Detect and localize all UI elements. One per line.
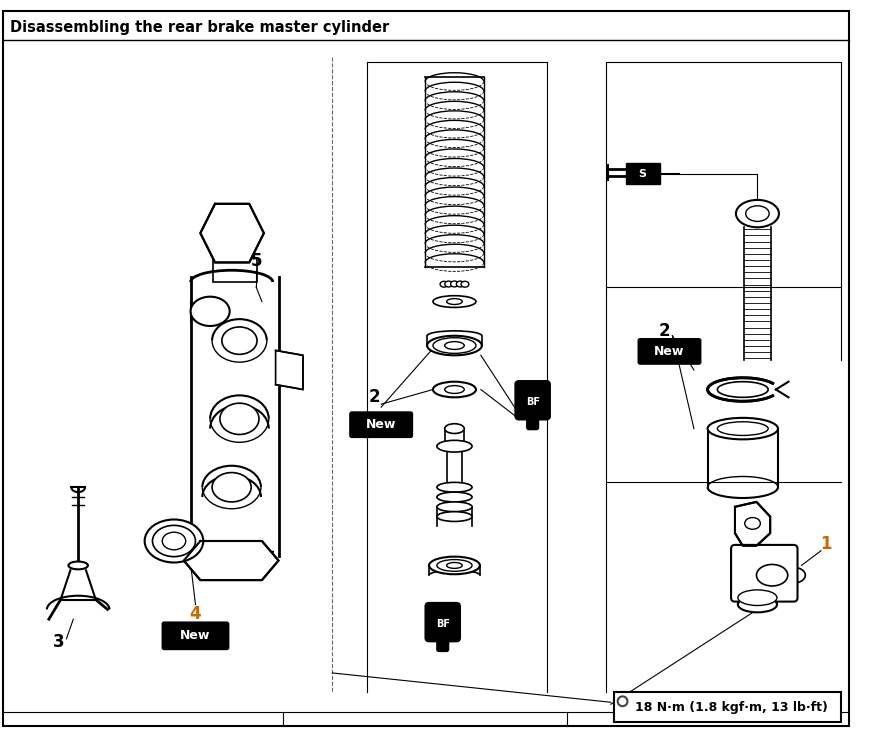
Ellipse shape <box>445 342 464 349</box>
Polygon shape <box>201 204 264 262</box>
Ellipse shape <box>461 282 469 287</box>
Ellipse shape <box>427 336 482 355</box>
FancyBboxPatch shape <box>731 545 798 601</box>
Ellipse shape <box>437 559 472 571</box>
Ellipse shape <box>212 472 251 502</box>
Text: S: S <box>638 169 646 178</box>
Ellipse shape <box>440 282 448 287</box>
FancyBboxPatch shape <box>638 339 701 364</box>
Ellipse shape <box>738 590 777 606</box>
Bar <box>625 163 660 184</box>
Ellipse shape <box>153 525 195 556</box>
Bar <box>614 693 841 722</box>
Ellipse shape <box>437 440 472 452</box>
Ellipse shape <box>718 422 768 436</box>
FancyBboxPatch shape <box>350 412 412 437</box>
Ellipse shape <box>220 403 259 435</box>
Ellipse shape <box>446 298 462 304</box>
Text: New: New <box>366 418 397 431</box>
Ellipse shape <box>433 338 476 353</box>
Text: BF: BF <box>436 619 450 629</box>
Ellipse shape <box>433 382 476 397</box>
Ellipse shape <box>707 418 778 439</box>
FancyBboxPatch shape <box>426 603 460 642</box>
Ellipse shape <box>746 206 769 221</box>
Ellipse shape <box>745 517 760 529</box>
Text: 5: 5 <box>250 251 262 270</box>
Text: 2: 2 <box>369 388 380 406</box>
Ellipse shape <box>437 502 472 511</box>
Ellipse shape <box>456 281 464 287</box>
Ellipse shape <box>445 281 453 287</box>
Ellipse shape <box>191 297 229 326</box>
Ellipse shape <box>145 520 203 562</box>
Ellipse shape <box>221 327 257 354</box>
Text: 4: 4 <box>189 605 201 624</box>
Ellipse shape <box>433 296 476 307</box>
Text: 1: 1 <box>820 535 832 553</box>
Ellipse shape <box>429 556 480 574</box>
Text: 2: 2 <box>658 322 671 340</box>
Ellipse shape <box>437 511 472 522</box>
Ellipse shape <box>738 597 777 612</box>
FancyBboxPatch shape <box>527 414 539 430</box>
Ellipse shape <box>162 532 186 550</box>
Text: BF: BF <box>526 397 540 408</box>
Ellipse shape <box>445 385 464 394</box>
Ellipse shape <box>437 482 472 492</box>
FancyBboxPatch shape <box>515 381 550 420</box>
FancyBboxPatch shape <box>437 636 448 652</box>
FancyBboxPatch shape <box>162 622 228 649</box>
Polygon shape <box>184 541 278 580</box>
Text: New: New <box>181 629 211 643</box>
Text: Disassembling the rear brake master cylinder: Disassembling the rear brake master cyli… <box>10 21 389 35</box>
Polygon shape <box>276 350 303 390</box>
Text: 18 N·m (1.8 kgf·m, 13 lb·ft): 18 N·m (1.8 kgf·m, 13 lb·ft) <box>636 701 828 713</box>
Ellipse shape <box>437 492 472 502</box>
Bar <box>213 257 257 282</box>
Polygon shape <box>735 502 770 546</box>
Ellipse shape <box>445 424 464 433</box>
Ellipse shape <box>736 200 779 227</box>
Ellipse shape <box>757 565 787 586</box>
Ellipse shape <box>68 562 88 570</box>
Text: New: New <box>654 345 685 358</box>
Text: 3: 3 <box>53 632 65 651</box>
Ellipse shape <box>446 562 462 568</box>
Ellipse shape <box>617 696 628 706</box>
Ellipse shape <box>451 281 459 287</box>
